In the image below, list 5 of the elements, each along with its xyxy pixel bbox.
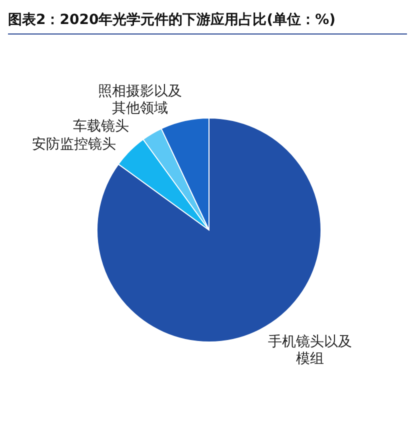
slice-label: 手机镜头以及模组 [268, 334, 352, 367]
chart-title: 图表2：2020年光学元件的下游应用占比(单位：%) [8, 11, 336, 28]
slice-label: 安防监控镜头 [32, 136, 116, 153]
slice-label: 车载镜头 [72, 118, 129, 135]
slice-label: 照相摄影以及其他领域 [98, 84, 182, 117]
